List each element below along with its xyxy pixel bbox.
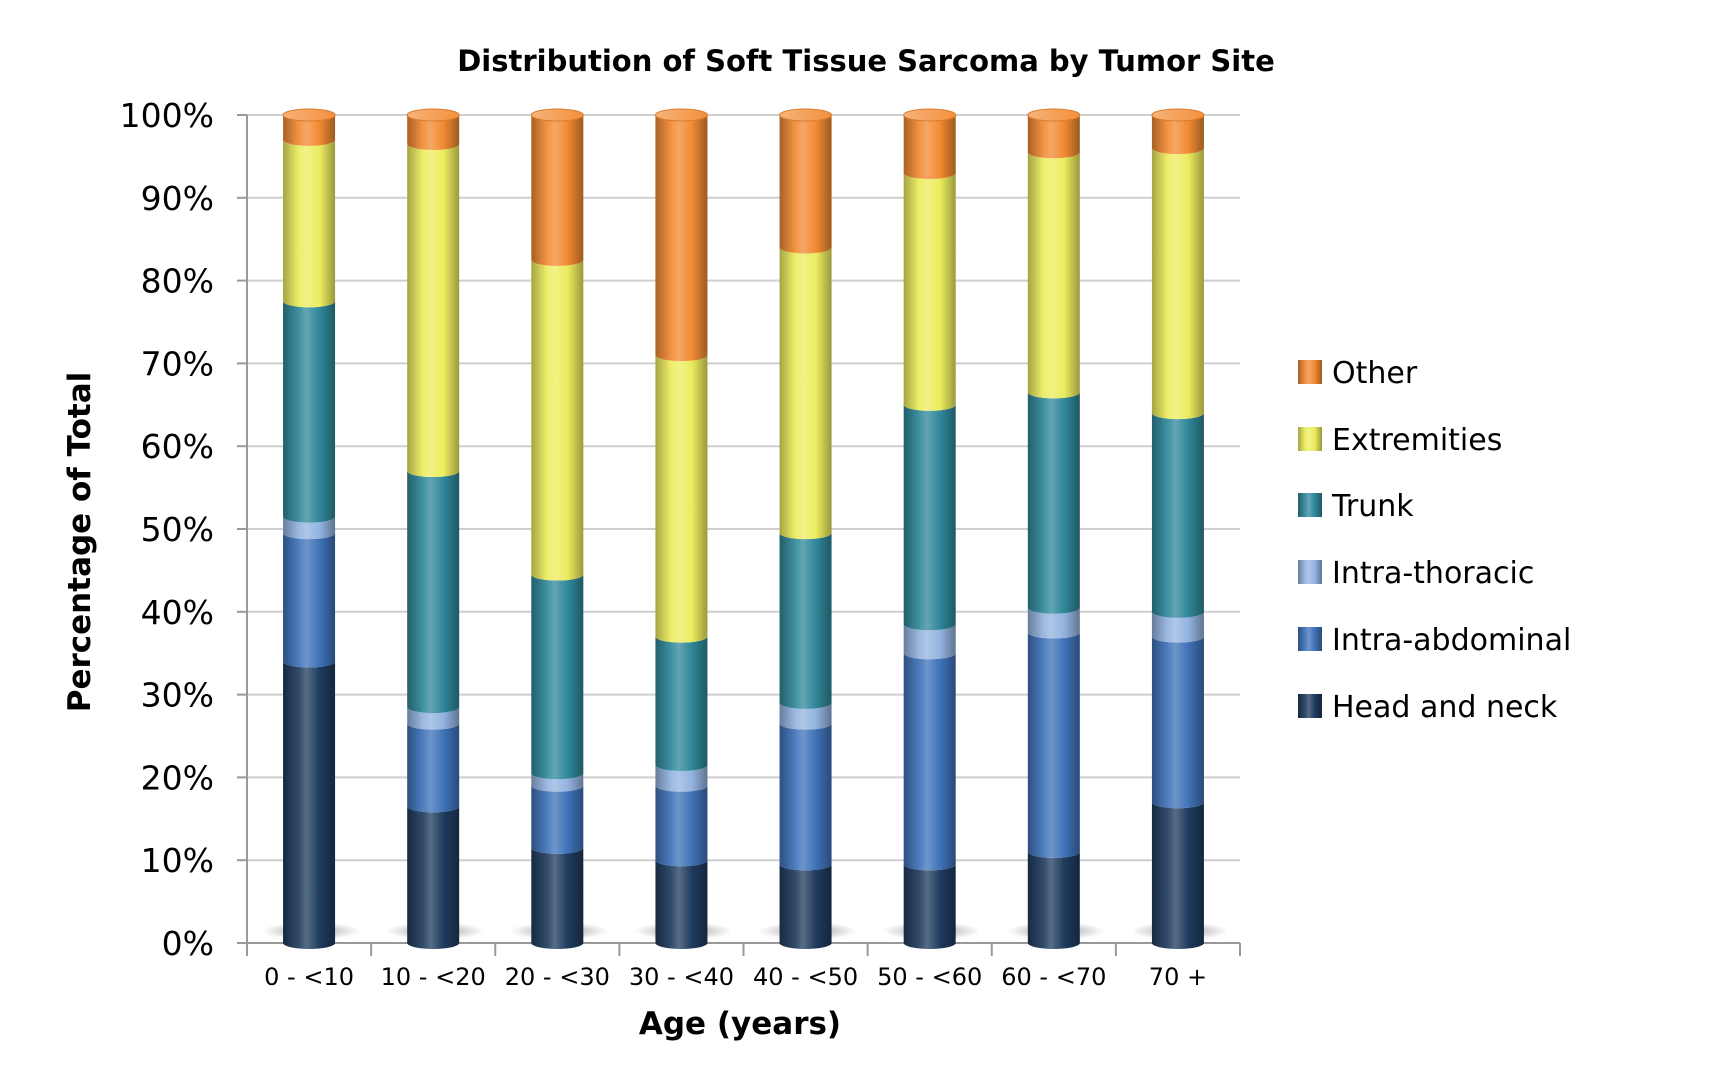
bar-top — [282, 108, 336, 122]
legend-swatch — [1298, 694, 1322, 718]
y-tick-label: 50% — [141, 510, 214, 549]
bar-segment — [779, 702, 832, 730]
bar-segment — [407, 471, 460, 714]
x-axis: 0 - <10 10 - <20 20 - <30 30 - <40 40 - <50 5… — [246, 942, 1241, 991]
bar-segment — [407, 806, 460, 949]
bar-segment — [407, 707, 460, 730]
y-tick-label: 20% — [141, 758, 214, 797]
bars — [261, 108, 1230, 949]
y-axis-label: Percentage of Total — [62, 372, 98, 713]
bar-segment — [1027, 607, 1080, 639]
bar-segment — [1027, 392, 1080, 614]
bar-segment — [779, 115, 832, 254]
bar-segment — [531, 115, 584, 266]
x-tick-label: 70 + — [1149, 963, 1207, 991]
legend: Other Extremities Trunk Intra-thoracic Intra… — [1298, 356, 1571, 725]
bar-segment — [903, 653, 956, 871]
bar-top — [530, 108, 584, 122]
bar-segment — [1151, 611, 1204, 643]
bar-segment — [655, 636, 708, 771]
legend-swatch — [1298, 627, 1322, 651]
legend-swatch — [1298, 560, 1322, 584]
bar-segment — [531, 259, 584, 581]
bar-segment — [903, 172, 956, 411]
bar-segment — [1027, 632, 1080, 858]
y-tick-label: 0% — [162, 924, 214, 963]
x-tick-label: 10 - <20 — [381, 963, 486, 991]
legend-label: Intra-thoracic — [1332, 556, 1534, 591]
y-axis: 0% 10% 20% 30% 40% 50% 60% 70% 80% 90% 100% — [120, 96, 248, 963]
bar-segment — [655, 115, 708, 362]
x-tick-label: 60 - <70 — [1001, 963, 1106, 991]
bar-segment — [1151, 636, 1204, 809]
y-tick-label: 80% — [141, 262, 214, 301]
x-tick-label: 0 - <10 — [264, 963, 354, 991]
x-tick-label: 30 - <40 — [629, 963, 734, 991]
bar-segment — [903, 624, 956, 660]
bar-segment — [283, 115, 336, 146]
bar-segment — [779, 723, 832, 871]
bar-segment — [283, 661, 336, 949]
bar-top — [406, 108, 460, 122]
bar-top — [1151, 108, 1205, 122]
bar-segment — [779, 864, 832, 949]
bar-segment — [903, 115, 956, 179]
legend-label: Other — [1332, 356, 1418, 391]
bar-top — [903, 108, 957, 122]
bar-segment — [531, 773, 584, 792]
bar-segment — [283, 301, 336, 523]
bar-segment — [655, 785, 708, 867]
y-tick-label: 100% — [120, 96, 214, 135]
bar-segment — [531, 785, 584, 854]
bar-segment — [1027, 115, 1080, 159]
bar-segment — [283, 533, 336, 668]
bar-segment — [407, 115, 460, 150]
x-tick-label: 20 - <30 — [505, 963, 610, 991]
bar-segment — [655, 860, 708, 949]
legend-label: Intra-abdominal — [1332, 623, 1571, 658]
y-tick-label: 40% — [141, 593, 214, 632]
bar-top — [779, 108, 833, 122]
bar-segment — [531, 574, 584, 780]
legend-swatch — [1298, 493, 1322, 517]
bar-top — [654, 108, 708, 122]
bar-segment — [779, 533, 832, 709]
bar-segment — [655, 355, 708, 643]
bar-segment — [407, 723, 460, 813]
bar-segment — [1027, 851, 1080, 949]
legend-swatch — [1298, 360, 1322, 384]
bar-segment — [1151, 413, 1204, 618]
y-tick-label: 60% — [141, 427, 214, 466]
bar-segment — [903, 864, 956, 949]
bar-segment — [1151, 802, 1204, 949]
bar-segment — [903, 404, 956, 631]
bar-segment — [283, 139, 336, 308]
chart-title: Distribution of Soft Tissue Sarcoma by T… — [457, 44, 1275, 78]
legend-label: Extremities — [1332, 423, 1502, 458]
x-axis-label: Age (years) — [639, 1006, 841, 1042]
gridlines — [247, 114, 1240, 862]
bar-segment — [1151, 115, 1204, 155]
legend-label: Trunk — [1331, 489, 1414, 524]
bar-segment — [531, 847, 584, 949]
bar-segment — [407, 143, 460, 478]
legend-label: Head and neck — [1332, 690, 1558, 725]
bar-segment — [283, 516, 336, 540]
x-tick-label: 50 - <60 — [877, 963, 982, 991]
bar-top — [1027, 108, 1081, 122]
x-tick-label: 40 - <50 — [753, 963, 858, 991]
y-tick-label: 90% — [141, 179, 214, 218]
bar-segment — [655, 764, 708, 792]
legend-swatch — [1298, 427, 1322, 451]
bar-segment — [1151, 148, 1204, 420]
bar-segment — [779, 247, 832, 540]
bar-segment — [1027, 152, 1080, 399]
y-tick-label: 30% — [141, 676, 214, 715]
y-tick-label: 10% — [141, 841, 214, 880]
y-tick-label: 70% — [141, 344, 214, 383]
